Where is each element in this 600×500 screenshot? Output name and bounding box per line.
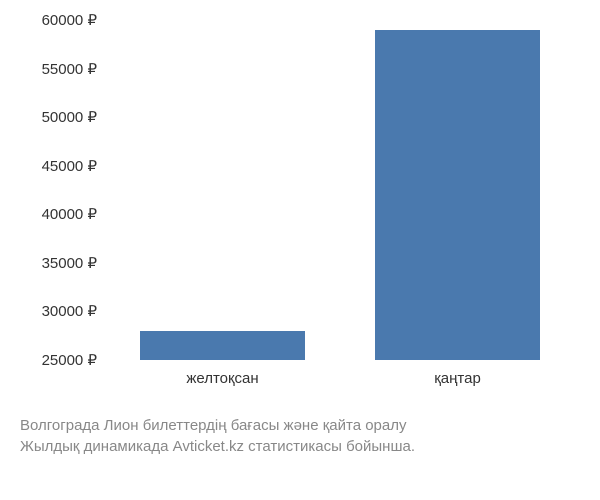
y-tick-label: 55000 ₽ [42,60,97,78]
caption-line-2: Жылдық динамикада Avticket.kz статистика… [20,436,580,457]
chart-caption: Волгограда Лион билеттердің бағасы және … [20,415,580,457]
y-tick-label: 40000 ₽ [42,205,97,223]
x-tick-label: желтоқсан [186,370,258,387]
y-tick-label: 25000 ₽ [42,351,97,369]
y-tick-label: 45000 ₽ [42,157,97,175]
y-tick-label: 60000 ₽ [42,11,97,29]
y-tick-label: 35000 ₽ [42,254,97,272]
y-tick-label: 50000 ₽ [42,108,97,126]
caption-line-1: Волгограда Лион билеттердің бағасы және … [20,415,580,436]
y-axis: 25000 ₽30000 ₽35000 ₽40000 ₽45000 ₽50000… [20,20,105,360]
x-tick-label: қаңтар [434,370,481,387]
bar [375,30,540,360]
x-axis: желтоқсан қаңтар [105,365,575,395]
y-tick-label: 30000 ₽ [42,302,97,320]
plot-area [105,20,575,360]
price-chart: 25000 ₽ 30000 ₽ 35000 ₽ 40000 ₽ 45000 ₽ 50000… [20,20,580,400]
bar [140,331,305,360]
